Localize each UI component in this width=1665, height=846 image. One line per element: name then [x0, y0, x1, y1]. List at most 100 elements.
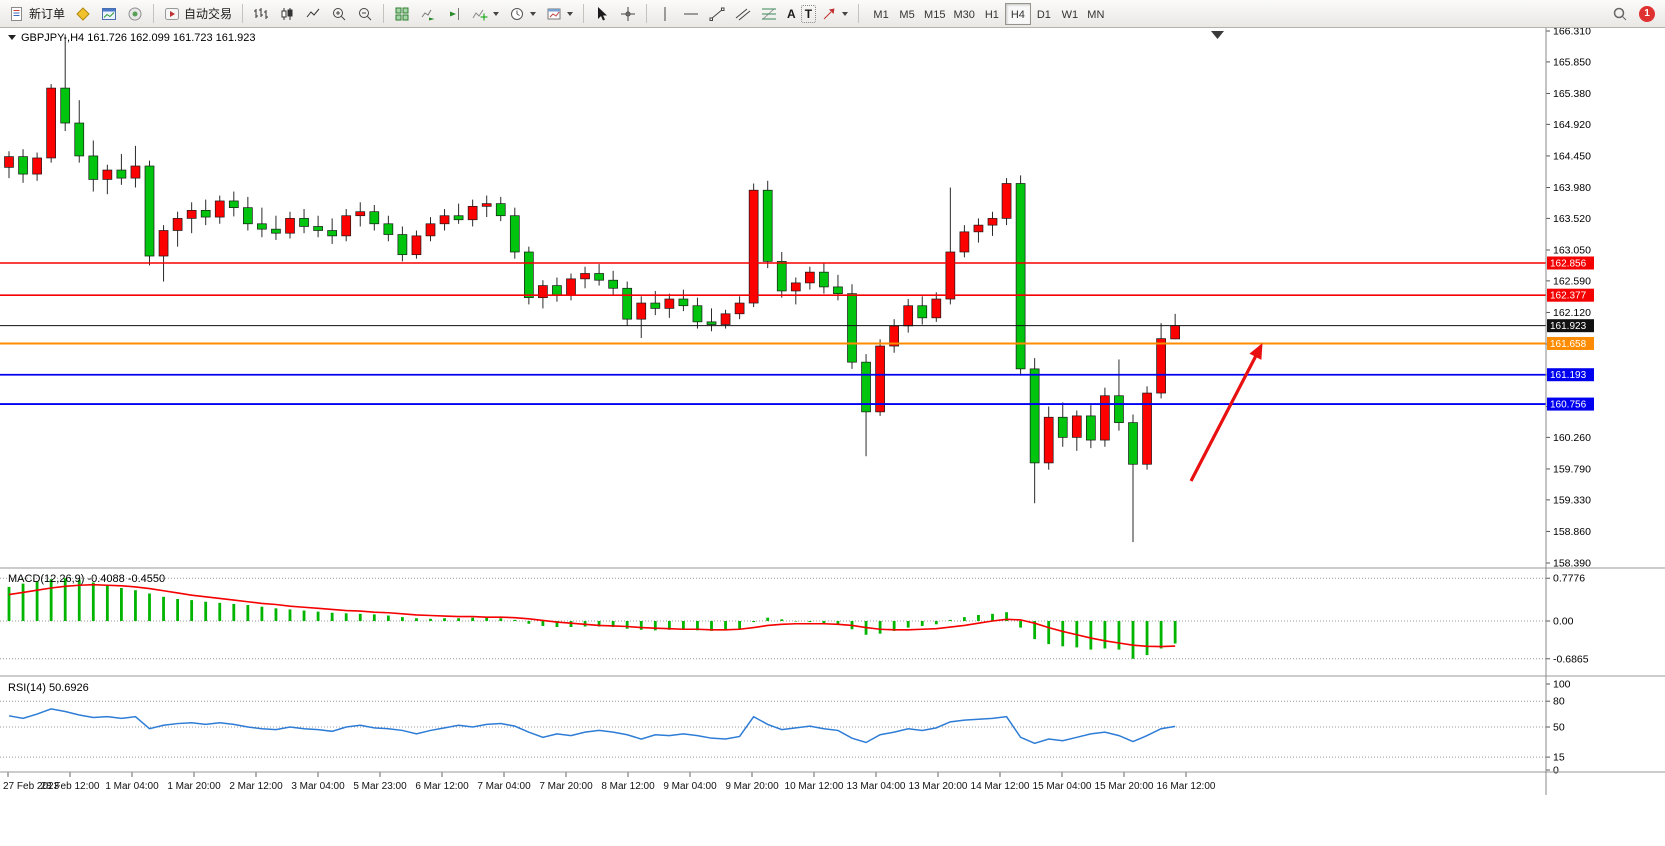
- trend-arrow-annotation[interactable]: [1189, 343, 1263, 482]
- price-axis-label: 165.380: [1553, 88, 1591, 100]
- chart-shift-button[interactable]: [441, 2, 467, 26]
- text-label-tool-icon: T: [804, 6, 813, 21]
- toolbar-right-group: 1: [1607, 2, 1661, 26]
- time-axis-label: 9 Mar 20:00: [725, 781, 779, 792]
- main-price-panel: [0, 34, 1546, 543]
- timeframe-button-MN[interactable]: MN: [1087, 8, 1105, 21]
- crosshair-tool-button[interactable]: [615, 2, 641, 26]
- arrow-object-icon: [823, 8, 835, 19]
- metaeditor-button[interactable]: [70, 2, 96, 26]
- autotrading-icon: [165, 7, 180, 20]
- channel-tool-button[interactable]: [730, 2, 756, 26]
- candle-body: [228, 200, 239, 209]
- candle-body: [158, 230, 169, 257]
- candle-body: [481, 203, 492, 207]
- new-order-button[interactable]: 新订单: [4, 2, 70, 26]
- toolbar-separator: [153, 4, 155, 23]
- templates-button[interactable]: [541, 2, 578, 26]
- autoscroll-button[interactable]: [415, 2, 441, 26]
- fibonacci-icon: [762, 8, 777, 19]
- candle-body: [257, 223, 267, 230]
- price-axis-label: 163.050: [1553, 244, 1591, 256]
- autotrading-label: 自动交易: [184, 7, 233, 21]
- text-tool-button[interactable]: A: [782, 2, 801, 26]
- timeframe-button-H4[interactable]: H4: [1004, 2, 1031, 25]
- zoom-in-button[interactable]: [326, 2, 352, 26]
- candle-body: [692, 305, 703, 323]
- candle-body: [313, 226, 323, 231]
- toolbar-separator: [858, 4, 860, 23]
- community-button[interactable]: [122, 2, 148, 26]
- timeframe-button-D1[interactable]: D1: [1036, 8, 1051, 21]
- timeframe-button-M15[interactable]: M15: [924, 8, 946, 21]
- candle-body: [959, 231, 970, 253]
- price-axis[interactable]: 166.310 165.850 165.380 164.920 164.450 163.9…: [1546, 26, 1594, 777]
- autotrading-button[interactable]: 自动交易: [159, 2, 237, 26]
- candle-body: [172, 218, 183, 231]
- price-axis-label: 163.520: [1553, 213, 1591, 225]
- vertical-line-tool-button[interactable]: [652, 2, 678, 26]
- tile-windows-icon: [395, 7, 409, 20]
- candle-body: [1142, 392, 1152, 465]
- time-axis-label: 10 Mar 12:00: [785, 781, 844, 792]
- candle-body: [186, 209, 197, 219]
- bar-chart-button[interactable]: [248, 2, 274, 26]
- search-button[interactable]: [1607, 2, 1633, 26]
- trendline-tool-button[interactable]: [704, 2, 730, 26]
- timeframe-group: M1 M5 M15 M30 H1 H4 D1 W1 MN: [868, 2, 1109, 25]
- candle-body: [847, 293, 857, 363]
- svg-text:161.658: 161.658: [1550, 339, 1587, 350]
- arrows-tool-button[interactable]: [816, 2, 853, 26]
- candle-body: [650, 302, 661, 309]
- periods-button[interactable]: [504, 2, 541, 26]
- candle-body: [1071, 415, 1082, 438]
- candle-body: [1100, 395, 1110, 441]
- notification-badge[interactable]: 1: [1639, 5, 1655, 22]
- candle-body: [144, 165, 155, 257]
- macd-scale-label: 0.7776: [1553, 573, 1585, 585]
- candle-body: [425, 223, 436, 237]
- timeframe-button-M5[interactable]: M5: [899, 8, 915, 21]
- timeframe-button-M1[interactable]: M1: [873, 8, 889, 21]
- candle-body: [538, 285, 548, 299]
- timeframe-button-H1[interactable]: H1: [984, 8, 999, 21]
- timeframe-button-W1[interactable]: W1: [1061, 8, 1079, 21]
- candle-body: [355, 211, 366, 217]
- zoom-out-icon: [359, 7, 372, 20]
- rsi-scale-label: 50: [1553, 722, 1565, 734]
- candle-body: [327, 230, 337, 237]
- zoom-out-button[interactable]: [352, 2, 378, 26]
- text-label-tool-button[interactable]: T: [800, 4, 817, 23]
- market-watch-button[interactable]: [96, 2, 122, 26]
- candle-body: [383, 223, 394, 235]
- candle-body: [875, 345, 885, 413]
- indicators-button[interactable]: [467, 2, 504, 26]
- indicators-icon: [472, 9, 488, 20]
- price-axis-label: 159.790: [1553, 463, 1591, 475]
- candle-body: [130, 165, 141, 179]
- candle-body: [833, 286, 843, 294]
- toolbar-separator: [646, 4, 648, 23]
- candlestick-chart-button[interactable]: [274, 2, 300, 26]
- time-axis-label: 28 Feb 12:00: [41, 781, 100, 792]
- tile-windows-button[interactable]: [389, 2, 415, 26]
- cursor-tool-button[interactable]: [589, 2, 615, 26]
- price-tag-160.756: 160.756: [1547, 397, 1594, 411]
- candle-body: [299, 218, 309, 227]
- horizontal-line-tool-button[interactable]: [678, 2, 704, 26]
- fibonacci-tool-button[interactable]: [756, 2, 782, 26]
- bar-chart-icon: [254, 7, 269, 19]
- candle-body: [734, 302, 745, 315]
- zoom-in-icon: [333, 7, 346, 20]
- chart-shift-marker[interactable]: [1211, 31, 1224, 39]
- time-axis-label: 13 Mar 20:00: [909, 781, 968, 792]
- candle-body: [88, 155, 99, 180]
- line-chart-button[interactable]: [300, 2, 326, 26]
- quick-trade-toggle[interactable]: [8, 35, 16, 40]
- candle-body: [243, 207, 253, 225]
- time-axis-label: 14 Mar 12:00: [971, 781, 1030, 792]
- timeframe-button-M30[interactable]: M30: [953, 8, 975, 21]
- macd-scale-label: -0.6865: [1553, 653, 1589, 665]
